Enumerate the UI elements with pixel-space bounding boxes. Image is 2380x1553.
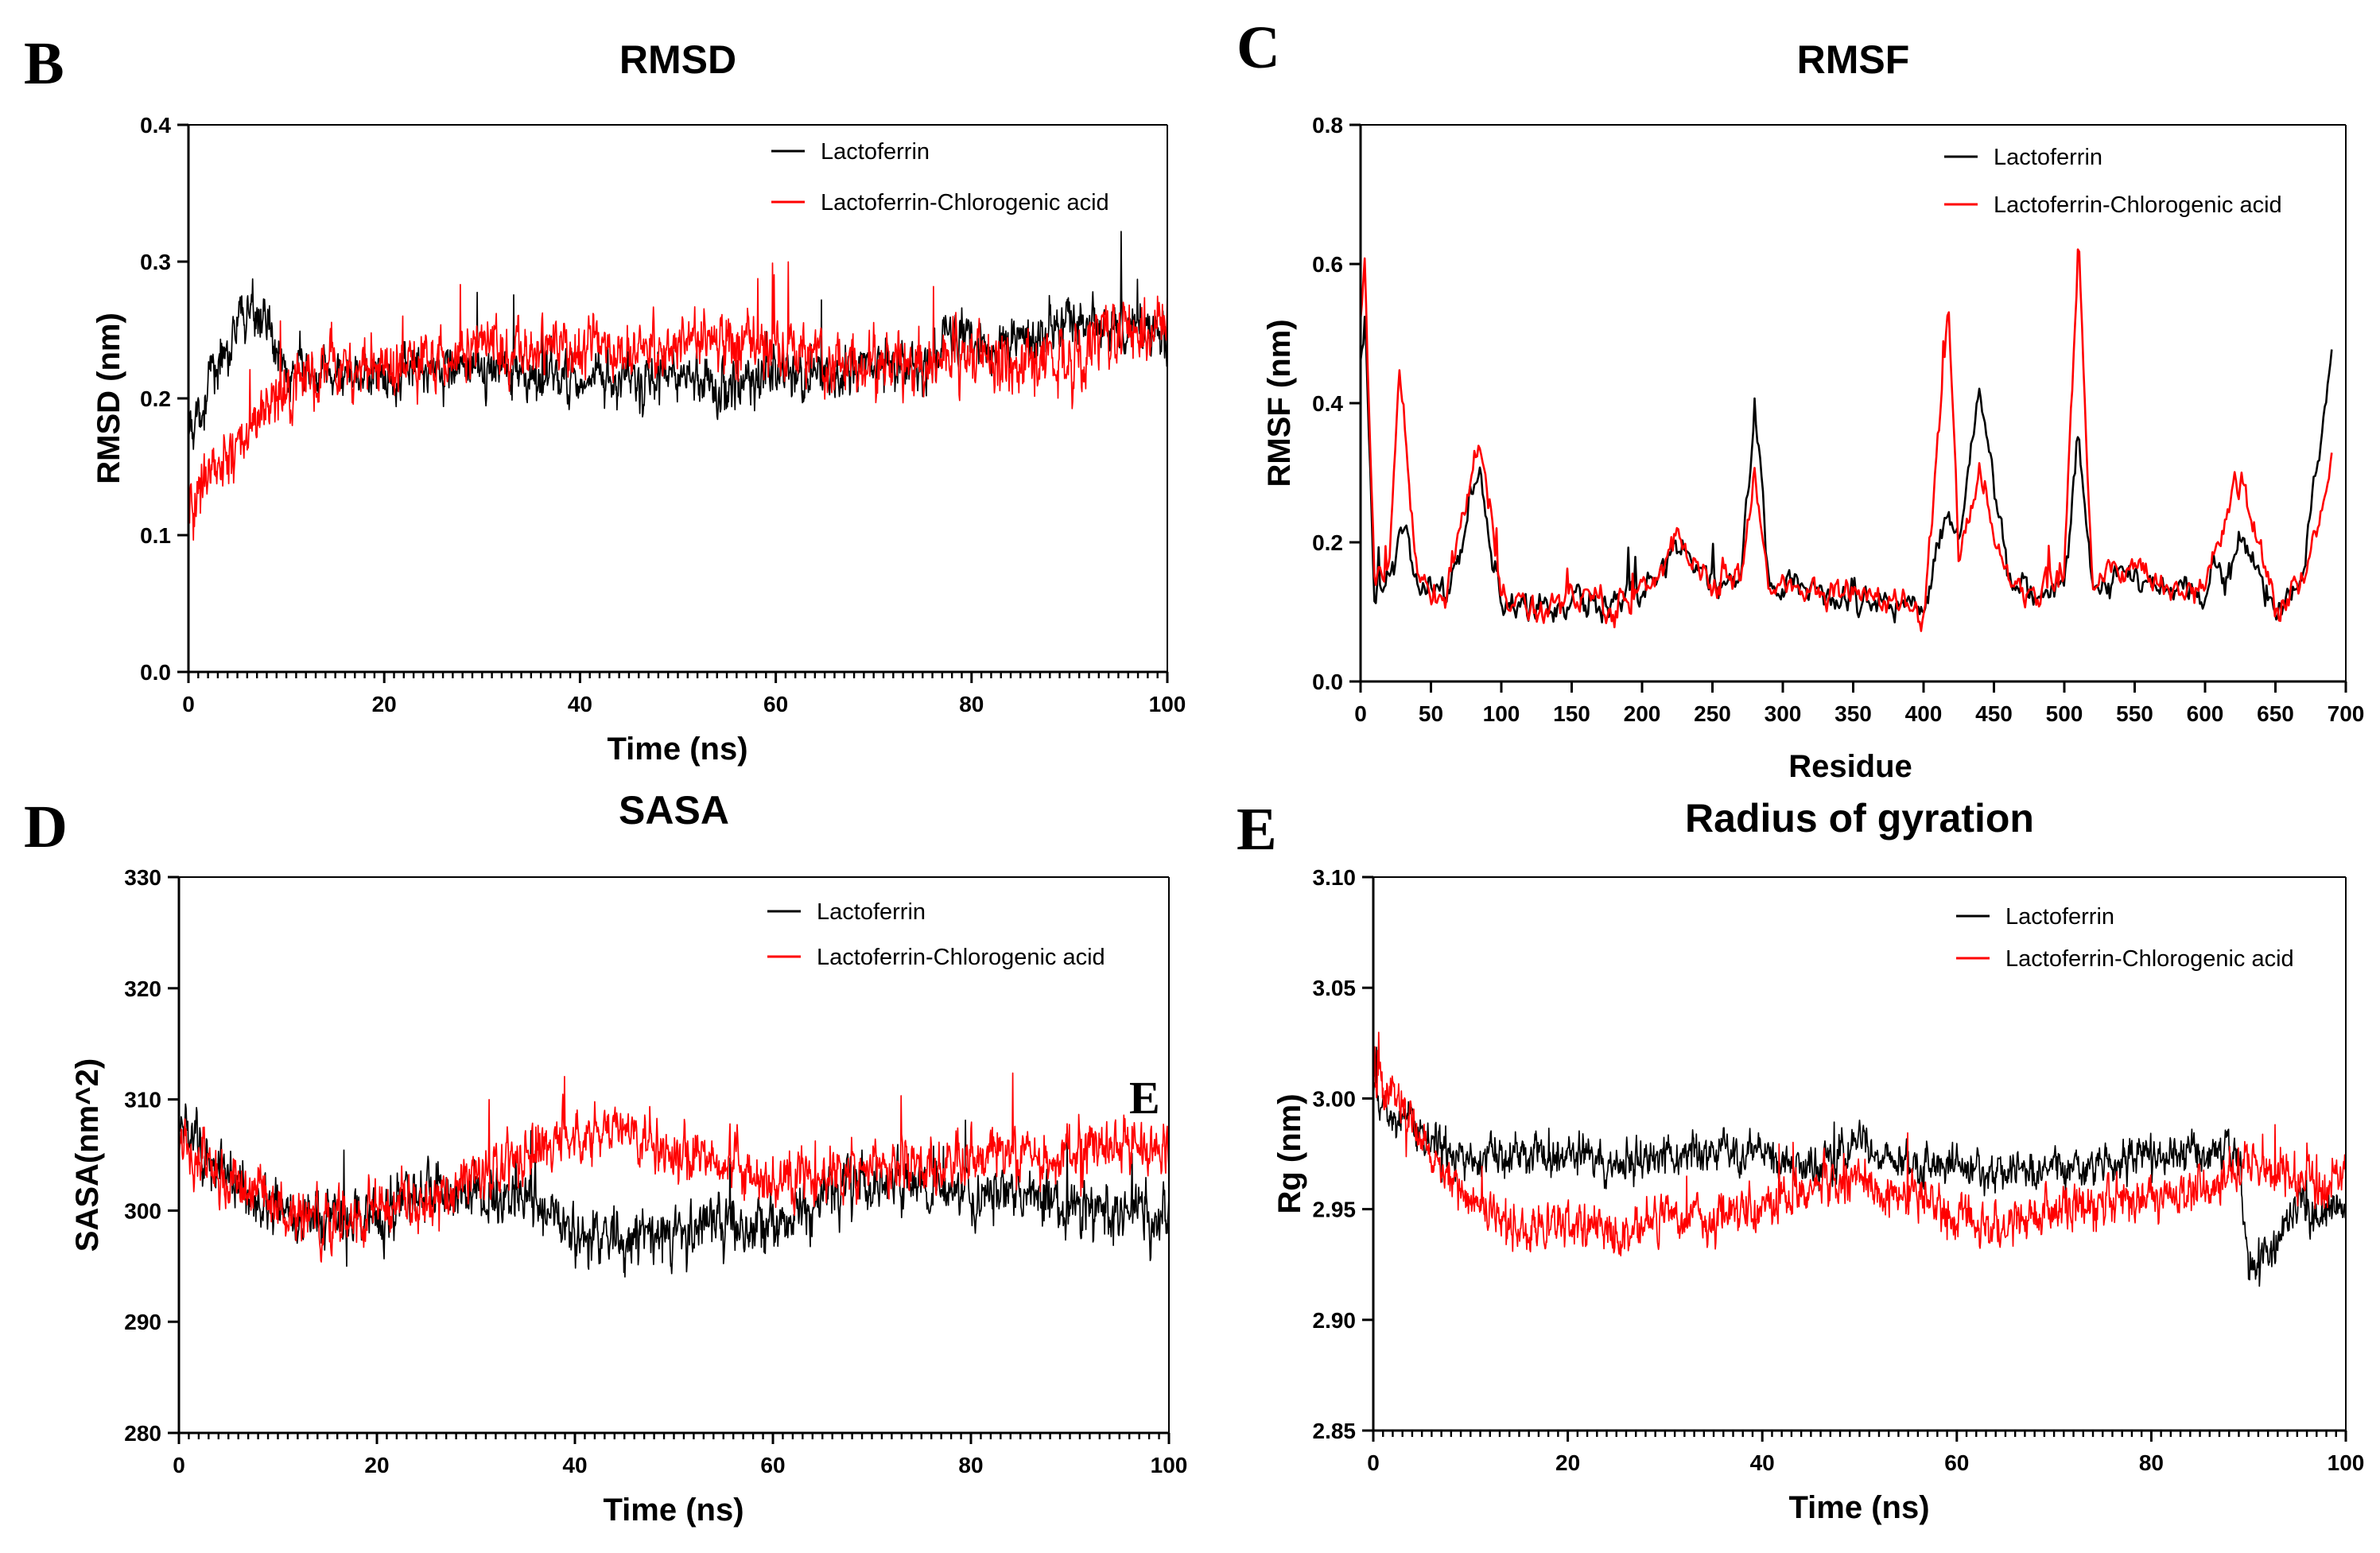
x-axis-label: Residue <box>1788 749 1912 784</box>
x-tick-label: 40 <box>568 692 592 716</box>
y-tick-label: 3.05 <box>1313 976 1357 1000</box>
series-line-lactoferrin-chlorogenic-acid <box>188 261 1167 541</box>
y-tick-label: 0.3 <box>140 250 171 274</box>
legend-entry: Lactoferrin <box>821 139 930 165</box>
x-tick-label: 150 <box>1553 701 1590 726</box>
x-tick-label: 250 <box>1694 701 1731 726</box>
series-line-lactoferrin <box>1361 315 2333 624</box>
y-tick-label: 2.90 <box>1313 1308 1357 1333</box>
y-axis-label: SASA(nm^2) <box>70 1058 105 1252</box>
chart-panel-c: C RMSF 0 50 100 150 200 250 300 350 400 450 500 550 60… <box>1237 14 2364 784</box>
x-tick-label: 700 <box>2328 701 2365 726</box>
x-tick-label: 20 <box>372 692 397 716</box>
y-tick-label: 0.1 <box>140 523 171 548</box>
y-tick-label: 2.95 <box>1313 1198 1357 1222</box>
legend: Lactoferrin Lactoferrin-Chlorogenic acid <box>767 899 1105 970</box>
panel-letter: C <box>1237 14 1280 81</box>
y-tick-label: 0.0 <box>140 660 171 685</box>
x-tick-label: 60 <box>763 692 788 716</box>
y-tick-label: 0.4 <box>1312 391 1343 416</box>
x-tick-label: 500 <box>2046 701 2083 726</box>
legend: Lactoferrin Lactoferrin-Chlorogenic acid <box>1944 145 2282 218</box>
x-tick-label: 100 <box>1483 701 1520 726</box>
chart-panel-d: D SASA 0 20 40 60 80 100 280 290 300 310 320 330 Time … <box>24 788 1187 1528</box>
chart-title: Radius of gyration <box>1685 796 2034 841</box>
x-tick-label: 100 <box>2328 1450 2365 1475</box>
y-tick-label: 0.4 <box>140 113 171 138</box>
x-tick-label: 100 <box>1151 1453 1188 1477</box>
x-axis-label: Time (ns) <box>1788 1490 1929 1525</box>
y-tick-label: 0.2 <box>1312 530 1343 555</box>
x-tick-label: 40 <box>1750 1450 1775 1475</box>
legend-entry: Lactoferrin-Chlorogenic acid <box>2005 946 2294 972</box>
x-tick-label: 350 <box>1835 701 1872 726</box>
y-tick-label: 2.85 <box>1313 1419 1357 1443</box>
x-tick-label: 600 <box>2187 701 2224 726</box>
x-tick-label: 40 <box>562 1453 587 1477</box>
x-tick-label: 200 <box>1624 701 1661 726</box>
x-tick-label: 0 <box>182 692 195 716</box>
x-tick-label: 450 <box>1975 701 2013 726</box>
legend-entry: Lactoferrin <box>817 899 926 925</box>
y-axis-label: RMSF (nm) <box>1262 319 1297 487</box>
y-tick-label: 320 <box>124 976 161 1001</box>
x-tick-label: 20 <box>1555 1450 1580 1475</box>
x-tick-label: 50 <box>1419 701 1443 726</box>
y-tick-label: 3.00 <box>1313 1086 1357 1111</box>
stray-mark: E <box>1129 1072 1160 1124</box>
x-tick-label: 80 <box>958 1453 983 1477</box>
chart-panel-e: E Radius of gyration 0 20 40 60 80 100 2.85 2.90 2… <box>1237 796 2364 1525</box>
legend-entry: Lactoferrin-Chlorogenic acid <box>821 190 1109 215</box>
chart-title: RMSD <box>619 37 736 82</box>
x-tick-label: 0 <box>1367 1450 1380 1475</box>
y-tick-label: 300 <box>124 1198 161 1223</box>
y-tick-label: 0.0 <box>1312 670 1343 694</box>
chart-title: RMSF <box>1797 37 1910 82</box>
series-line-lactoferrin-chlorogenic-acid <box>179 1072 1169 1263</box>
y-tick-label: 0.2 <box>140 386 171 411</box>
x-tick-label: 0 <box>1354 701 1367 726</box>
y-tick-label: 3.10 <box>1313 865 1357 890</box>
x-axis-label: Time (ns) <box>607 732 747 767</box>
x-tick-label: 100 <box>1149 692 1186 716</box>
x-axis-label: Time (ns) <box>603 1493 744 1528</box>
y-axis-label: RMSD (nm) <box>91 313 126 484</box>
chart-title: SASA <box>619 788 729 833</box>
y-tick-label: 290 <box>124 1310 161 1334</box>
legend-entry: Lactoferrin <box>1994 145 2102 170</box>
y-tick-label: 0.8 <box>1312 113 1343 138</box>
legend-entry: Lactoferrin-Chlorogenic acid <box>817 945 1105 970</box>
panel-letter: E <box>1237 796 1277 863</box>
series-line-lactoferrin-chlorogenic-acid <box>1361 248 2333 632</box>
y-axis-label: Rg (nm) <box>1272 1093 1307 1213</box>
legend: Lactoferrin Lactoferrin-Chlorogenic acid <box>1956 904 2294 972</box>
x-tick-label: 300 <box>1765 701 1802 726</box>
y-tick-label: 330 <box>124 865 161 890</box>
legend-entry: Lactoferrin <box>2005 904 2114 930</box>
legend-entry: Lactoferrin-Chlorogenic acid <box>1994 192 2282 218</box>
legend: Lactoferrin Lactoferrin-Chlorogenic acid <box>771 139 1109 215</box>
x-tick-label: 60 <box>1944 1450 1969 1475</box>
panel-letter: B <box>24 30 64 97</box>
x-tick-label: 60 <box>760 1453 785 1477</box>
panel-letter: D <box>24 794 68 860</box>
series-line-lactoferrin <box>179 1103 1169 1278</box>
series-line-lactoferrin-chlorogenic-acid <box>1373 1031 2346 1257</box>
x-tick-label: 80 <box>959 692 984 716</box>
series-line-lactoferrin <box>1373 1046 2346 1287</box>
y-tick-label: 280 <box>124 1421 161 1446</box>
x-tick-label: 20 <box>364 1453 389 1477</box>
chart-panel-b: B RMSD 0 20 40 60 80 100 0.0 0.1 0.2 0.3 0.4 Time (ns… <box>24 30 1186 767</box>
x-tick-label: 400 <box>1905 701 1943 726</box>
x-tick-label: 550 <box>2116 701 2153 726</box>
x-tick-label: 80 <box>2139 1450 2164 1475</box>
y-tick-label: 310 <box>124 1088 161 1112</box>
y-tick-label: 0.6 <box>1312 252 1343 277</box>
x-tick-label: 0 <box>173 1453 185 1477</box>
x-tick-label: 650 <box>2257 701 2294 726</box>
